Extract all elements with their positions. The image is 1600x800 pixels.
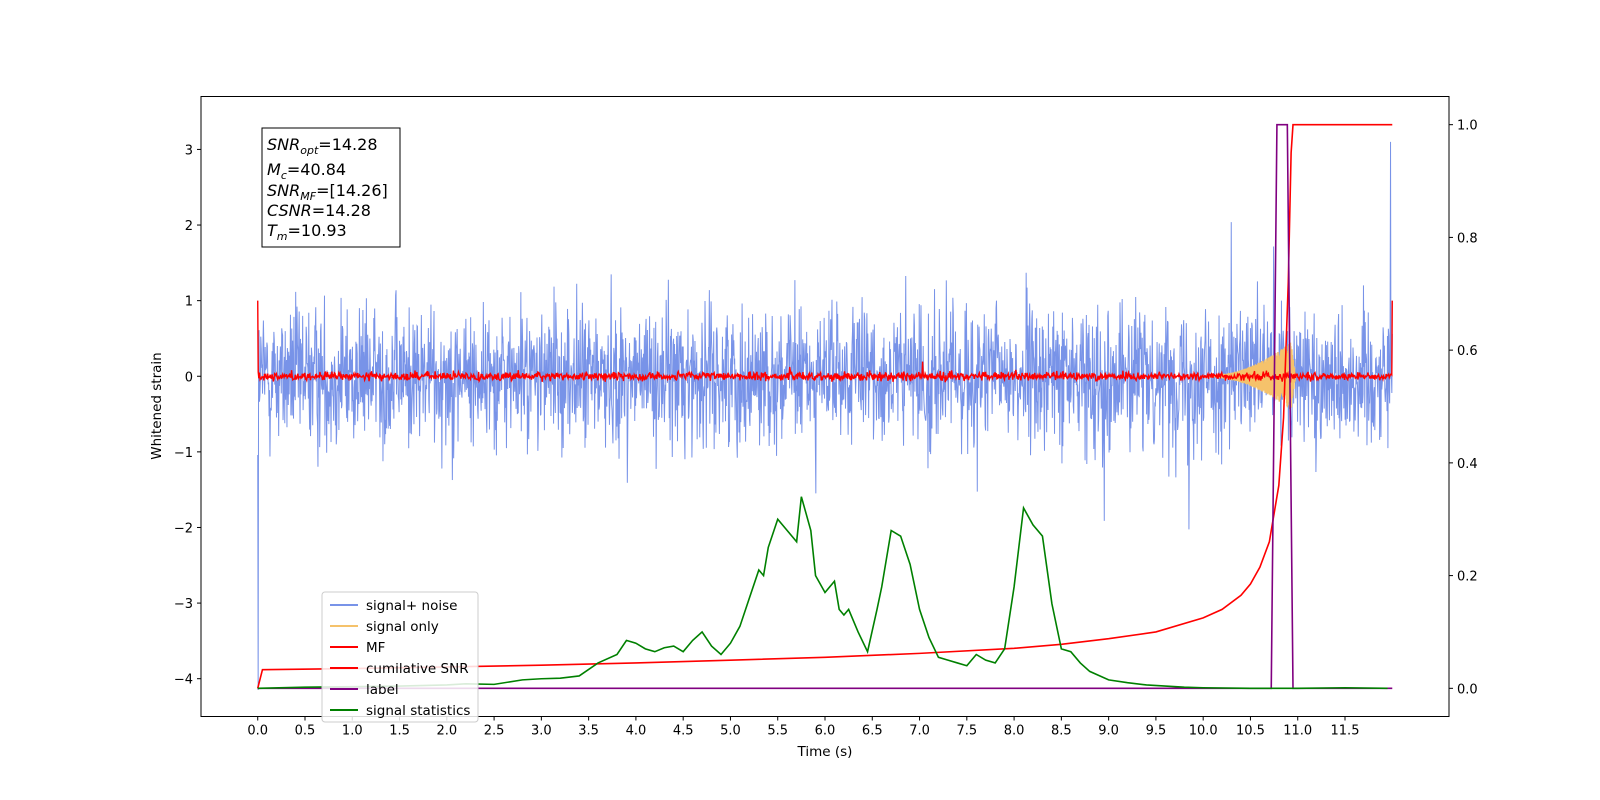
y-axis-label: Whitened strain (149, 352, 165, 459)
tm-symbol: T (267, 221, 278, 240)
x-tick-label: 6.0 (815, 724, 836, 739)
csnr-value: =14.28 (312, 201, 371, 220)
x-tick-label: 1.5 (389, 724, 410, 739)
x-tick-label: 0.5 (295, 724, 316, 739)
legend-label-signal-statistics: signal statistics (366, 703, 470, 719)
x-tick-label: 11.5 (1331, 724, 1360, 739)
series-cumulative-snr-line (256, 123, 1393, 689)
x-tick-label: 5.0 (720, 724, 741, 739)
legend-frame (321, 591, 479, 723)
snr-opt-subscript: opt (300, 144, 319, 157)
tm-subscript: m (277, 230, 288, 243)
y2-tick-label: 0.4 (1457, 457, 1478, 472)
x-tick-label: 1.0 (342, 724, 363, 739)
y-tick-label: −2 (174, 521, 193, 536)
csnr-symbol: CSNR (267, 201, 312, 220)
y-tick-label: −4 (174, 673, 193, 688)
y-tick-label: 0 (185, 370, 193, 385)
snr-mf-subscript: MF (300, 190, 316, 203)
x-tick-label: 2.5 (484, 724, 505, 739)
y-tick-label: −1 (174, 446, 193, 461)
x-tick-label: 7.0 (909, 724, 930, 739)
x-tick-label: 4.5 (673, 724, 694, 739)
annotation-mc: Mc=40.84 (267, 160, 346, 182)
legend-label-cumulative-snr: cumilative SNR (366, 661, 469, 677)
snr-mf-symbol: SNR (267, 181, 300, 200)
y-tick-label: 3 (185, 143, 193, 158)
legend-label-mf: MF (366, 640, 385, 656)
y-tick-label: 1 (185, 295, 193, 310)
x-tick-label: 9.5 (1146, 724, 1167, 739)
x-tick-label: 5.5 (767, 724, 788, 739)
x-tick-label: 10.5 (1236, 724, 1265, 739)
x-tick-label: 8.5 (1051, 724, 1072, 739)
x-tick-label: 0.0 (247, 724, 268, 739)
y-tick-label: −3 (174, 597, 193, 612)
annotation-frame (261, 127, 401, 248)
y2-tick-label: 0.0 (1457, 682, 1478, 697)
snr-opt-value: =14.28 (318, 135, 377, 154)
y-tick-label: 2 (185, 219, 193, 234)
mc-subscript: c (281, 169, 287, 182)
snr-mf-value: =[14.26] (316, 181, 388, 200)
x-tick-label: 8.0 (1004, 724, 1025, 739)
annotation-csnr: CSNR=14.28 (267, 201, 371, 220)
series-signal-statistics-line (257, 496, 1388, 690)
x-tick-label: 4.0 (626, 724, 647, 739)
x-tick-label: 10.0 (1189, 724, 1218, 739)
x-tick-label: 9.0 (1098, 724, 1119, 739)
legend-label-label: label (366, 682, 399, 698)
x-tick-label: 6.5 (862, 724, 883, 739)
axis-ticks: 0.0 0.5 1.0 1.5 2.0 2.5 3.0 3.5 4.0 4.5 5.0 5.5 6.0 6… (174, 119, 1478, 739)
x-tick-label: 2.0 (436, 724, 457, 739)
parameter-annotation-box: SNRopt=14.28 Mc=40.84 SNRMF=[14.26] CSNR… (261, 127, 401, 248)
plot-area (256, 123, 1393, 691)
series-mf-line (257, 300, 1393, 384)
legend: signal+ noise signal only MF cumilative … (321, 591, 479, 723)
x-tick-label: 3.0 (531, 724, 552, 739)
y2-tick-label: 0.8 (1457, 231, 1478, 246)
y2-tick-label: 0.6 (1457, 344, 1478, 359)
annotation-snr-opt: SNRopt=14.28 (267, 135, 378, 157)
mc-value: =40.84 (287, 160, 346, 179)
annotation-snr-mf: SNRMF=[14.26] (267, 181, 388, 203)
series-signal-noise-line (257, 141, 1393, 691)
legend-label-signal-only: signal only (366, 619, 439, 635)
x-axis-label: Time (s) (797, 744, 853, 760)
y2-tick-label: 0.2 (1457, 570, 1478, 585)
x-tick-label: 11.0 (1283, 724, 1312, 739)
x-tick-label: 3.5 (578, 724, 599, 739)
y2-tick-label: 1.0 (1457, 119, 1478, 134)
snr-opt-symbol: SNR (267, 135, 300, 154)
tm-value: =10.93 (288, 221, 347, 240)
x-tick-label: 7.5 (956, 724, 977, 739)
mc-symbol: M (267, 160, 281, 179)
annotation-tm: Tm=10.93 (267, 221, 347, 243)
legend-label-signal-noise: signal+ noise (366, 598, 457, 614)
